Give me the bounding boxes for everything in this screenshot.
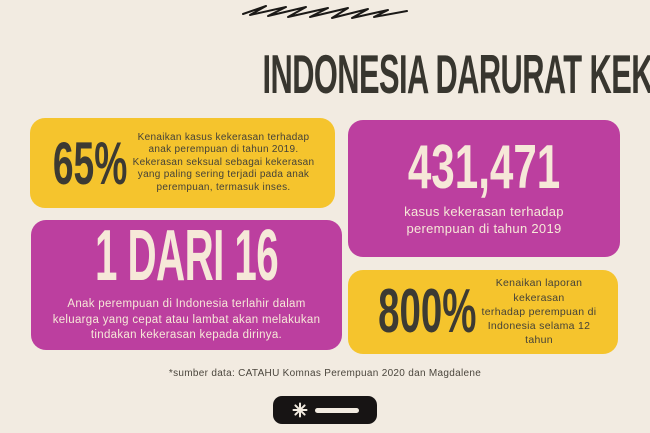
desc-line: kasus kekerasan terhadap bbox=[404, 204, 564, 220]
stat-description: kasus kekerasan terhadap perempuan di ta… bbox=[404, 203, 564, 237]
stat-value: 1 DARI 16 bbox=[23, 216, 350, 297]
desc-line: anak perempuan di tahun 2019. bbox=[148, 144, 299, 156]
stat-description: Kenaikan laporan kekerasan terhadap pere… bbox=[476, 276, 618, 347]
scribble-doodle bbox=[240, 2, 410, 24]
logo-burst-icon bbox=[292, 402, 307, 418]
stat-value-text: 1 DARI 16 bbox=[94, 216, 279, 297]
desc-line: yang paling sering terjadi pada anak bbox=[137, 169, 310, 181]
stat-value-text: 800% bbox=[378, 276, 477, 346]
desc-line: Anak perempuan di Indonesia terlahir dal… bbox=[67, 298, 306, 311]
desc-line: perempuan di tahun 2019 bbox=[406, 221, 562, 237]
stat-card-65-percent: 65% Kenaikan kasus kekerasan terhadap an… bbox=[30, 118, 335, 208]
stat-value-box: 800% bbox=[348, 276, 477, 346]
stat-value-text: 65% bbox=[52, 129, 128, 197]
desc-line: terhadap perempuan di bbox=[481, 305, 597, 318]
scribble-icon bbox=[242, 5, 408, 19]
logo-wordmark bbox=[314, 407, 359, 413]
stat-card-431471: 431,471 kasus kekerasan terhadap perempu… bbox=[348, 120, 620, 257]
stat-card-800-percent: 800% Kenaikan laporan kekerasan terhadap… bbox=[348, 270, 618, 354]
source-note: *sumber data: CATAHU Komnas Perempuan 20… bbox=[168, 368, 482, 379]
page-title-text: INDONESIA DARURAT KEKERASAN SEKSUAL bbox=[262, 43, 650, 105]
desc-line: Kekerasan seksual sebagai kekerasan bbox=[132, 156, 315, 168]
page-title: INDONESIA DARURAT KEKERASAN SEKSUAL bbox=[0, 43, 650, 105]
desc-line: Kenaikan laporan kekerasan bbox=[495, 277, 583, 304]
stat-value: 800% bbox=[348, 276, 477, 346]
desc-line: tindakan kekerasan kepada dirinya. bbox=[90, 329, 283, 342]
stat-value: 65% bbox=[30, 129, 128, 197]
desc-line: perempuan, termasuk inses. bbox=[156, 181, 291, 193]
stat-value: 431,471 bbox=[372, 132, 596, 202]
desc-line: Kenaikan kasus kekerasan terhadap bbox=[137, 131, 310, 143]
stat-description: Anak perempuan di Indonesia terlahir dal… bbox=[53, 297, 321, 344]
desc-line: keluarga yang cepat atau lambat akan mel… bbox=[52, 313, 321, 326]
publisher-badge bbox=[273, 396, 377, 424]
stat-value-text: 431,471 bbox=[407, 132, 561, 202]
stat-card-1-dari-16: 1 DARI 16 Anak perempuan di Indonesia te… bbox=[31, 220, 342, 350]
desc-line: Indonesia selama 12 tahun bbox=[487, 320, 591, 347]
stat-value-box: 65% bbox=[30, 129, 128, 197]
stat-description: Kenaikan kasus kekerasan terhadap anak p… bbox=[126, 132, 335, 194]
